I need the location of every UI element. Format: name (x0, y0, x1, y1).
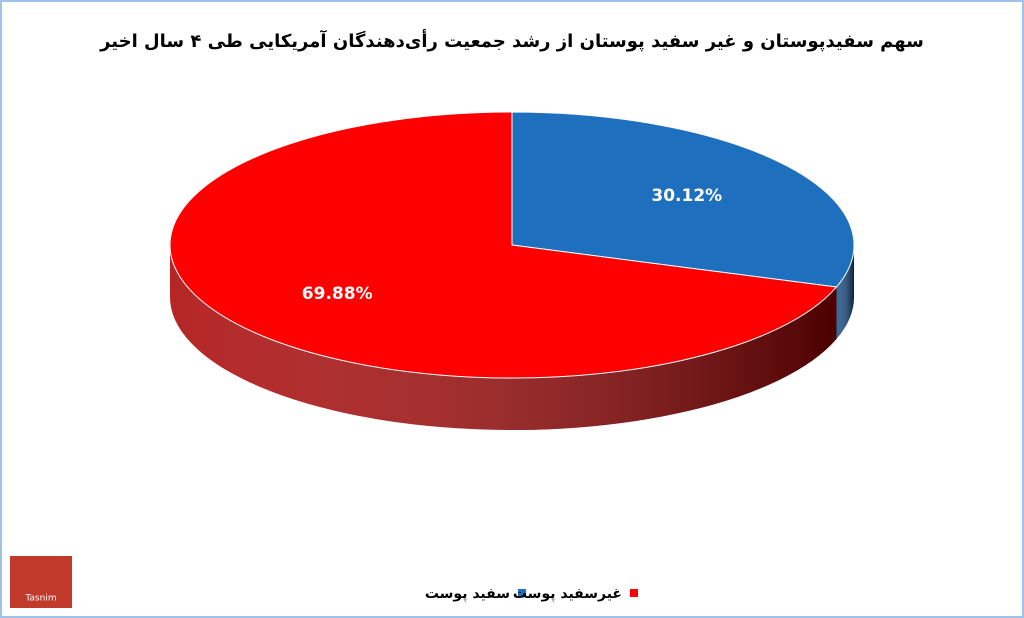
legend-label: سفید پوست (425, 586, 510, 602)
logo-box (10, 556, 72, 608)
slice (169, 111, 838, 379)
data-label: 30.12% (651, 186, 722, 206)
legend-swatch (630, 589, 638, 597)
slice-side-shade (836, 245, 854, 340)
logo-text: Tasnim (24, 594, 56, 604)
chart-title: سهم سفیدپوستان و غیر سفید پوستان از رشد … (99, 29, 924, 52)
data-label: 69.88% (302, 284, 373, 304)
slice-side-shade (170, 245, 837, 430)
pie: 30.12% 69.88% (169, 111, 855, 430)
legend-label: غیرسفید پوست (513, 586, 622, 602)
slice (511, 111, 855, 288)
legend-swatch (518, 589, 526, 597)
legend: سفید پوست غیرسفید پوست (425, 586, 638, 602)
